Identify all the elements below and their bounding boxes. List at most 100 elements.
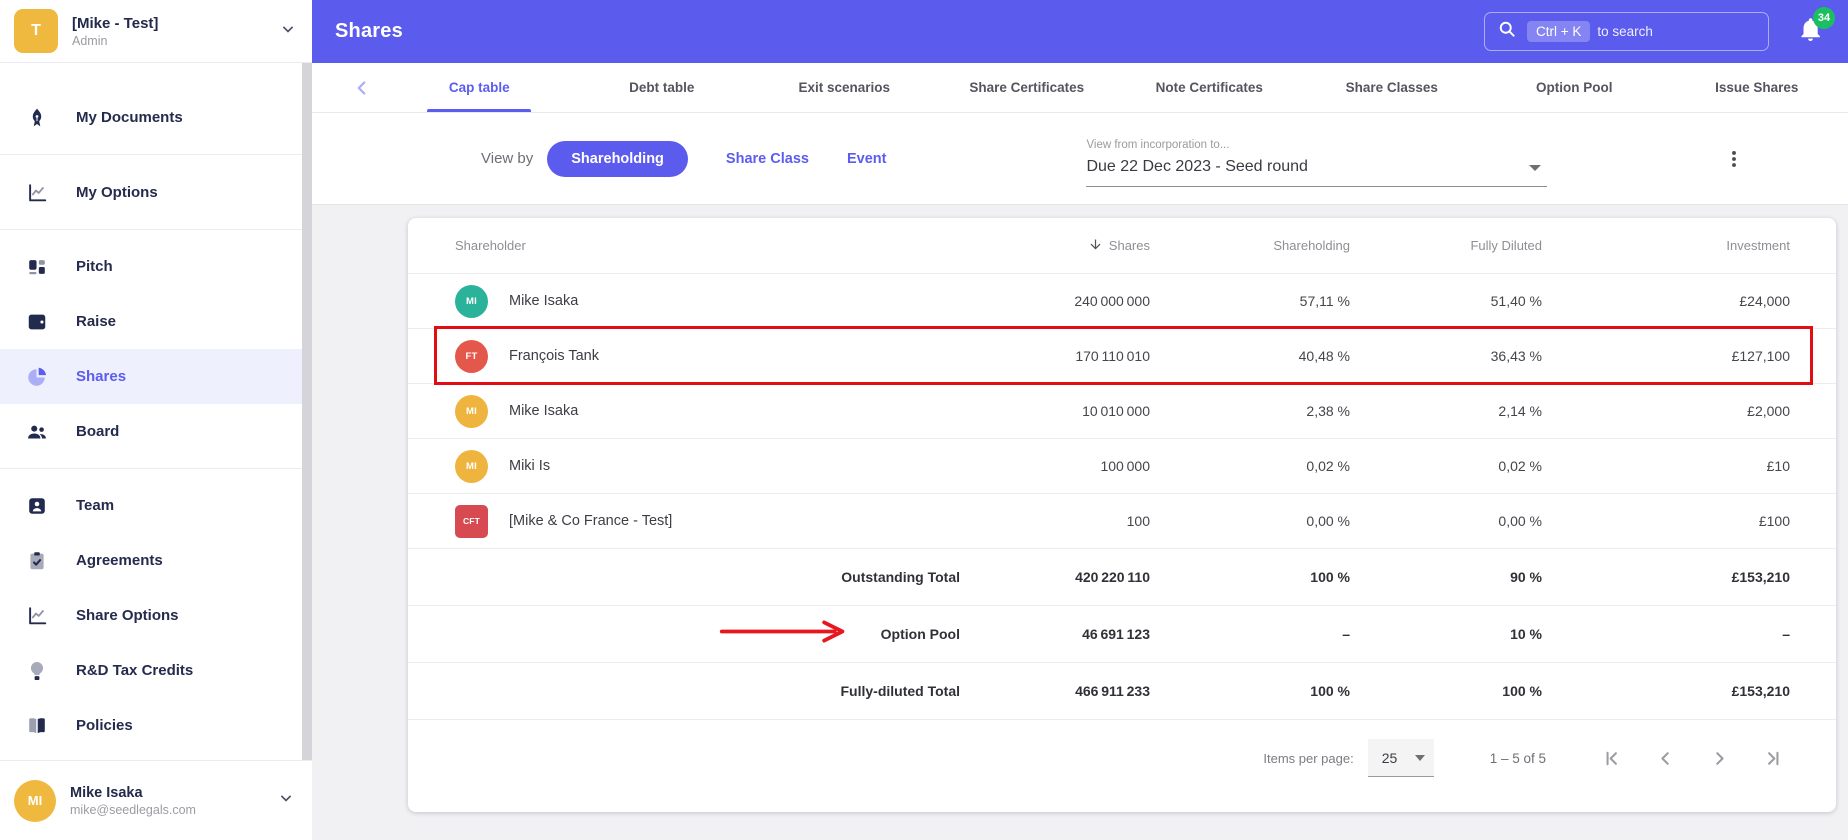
book-icon	[26, 715, 48, 737]
sidebar-group: My Documents	[0, 63, 312, 155]
view-by-share-class-option[interactable]: Share Class	[725, 150, 809, 167]
search-input[interactable]: Ctrl + K to search	[1484, 12, 1769, 51]
table-row[interactable]: MI Mike Isaka 10 010 000 2,38 % 2,14 % £…	[408, 384, 1836, 439]
filter-bar: View by Shareholding Share Class Event V…	[312, 113, 1848, 205]
view-range-select[interactable]: View from incorporation to... Due 22 Dec…	[1086, 139, 1548, 187]
previous-page-button[interactable]	[1648, 741, 1682, 775]
fully-diluted-value: 51,40 %	[1490, 293, 1542, 309]
tabs: Cap table Debt table Exit scenarios Shar…	[388, 63, 1848, 112]
column-header-shares[interactable]: Shares	[960, 237, 1150, 255]
fully-diluted-value: 100 %	[1502, 683, 1542, 699]
line-chart-icon	[26, 605, 48, 627]
investment-value: £24,000	[1739, 293, 1790, 309]
notification-count-badge: 34	[1813, 6, 1835, 29]
shareholder-name: Mike Isaka	[509, 403, 579, 419]
next-page-button[interactable]	[1702, 741, 1736, 775]
pitch-icon	[26, 256, 48, 278]
column-header-shareholder[interactable]: Shareholder	[455, 238, 526, 253]
items-per-page-label: Items per page:	[1263, 750, 1354, 766]
more-options-button[interactable]	[1720, 141, 1748, 177]
org-avatar: T	[14, 9, 58, 53]
sidebar-group: My Options	[0, 155, 312, 230]
fully-diluted-value: 90 %	[1510, 569, 1542, 585]
tab-exit-scenarios[interactable]: Exit scenarios	[798, 80, 891, 95]
tab-debt-table[interactable]: Debt table	[629, 80, 695, 95]
sidebar-item-my-options[interactable]: My Options	[0, 165, 312, 220]
table-total-row: Fully-diluted Total 466 911 233 100 % 10…	[408, 663, 1836, 720]
total-label: Option Pool	[880, 626, 960, 642]
column-header-investment[interactable]: Investment	[1726, 238, 1790, 253]
column-header-fully-diluted[interactable]: Fully Diluted	[1470, 238, 1542, 253]
sidebar-item-shares[interactable]: Shares	[0, 349, 312, 404]
last-page-button[interactable]	[1756, 741, 1790, 775]
view-by-shareholding-pill[interactable]: Shareholding	[547, 140, 688, 177]
sidebar-scrollbar[interactable]	[302, 63, 312, 760]
first-page-button[interactable]	[1594, 741, 1628, 775]
pen-nib-icon	[26, 107, 48, 129]
tab-bar: Cap table Debt table Exit scenarios Shar…	[312, 63, 1848, 113]
tab-issue-shares[interactable]: Issue Shares	[1715, 80, 1799, 95]
sidebar-item-pitch[interactable]: Pitch	[0, 239, 312, 294]
shareholder-avatar: MI	[455, 449, 488, 483]
shareholder-avatar: CFT	[455, 504, 488, 538]
user-account[interactable]: MI Mike Isaka mike@seedlegals.com	[0, 760, 312, 840]
lightbulb-icon	[26, 660, 48, 682]
investment-value: £100	[1758, 513, 1790, 529]
tab-share-certificates[interactable]: Share Certificates	[969, 80, 1085, 95]
tabs-scroll-left-button[interactable]	[336, 63, 388, 112]
tab-note-certificates[interactable]: Note Certificates	[1155, 80, 1263, 95]
chevron-down-icon	[276, 788, 296, 813]
sidebar-item-agreements[interactable]: Agreements	[0, 533, 312, 588]
org-selector[interactable]: T [Mike - Test] Admin	[0, 0, 312, 63]
column-header-shareholding[interactable]: Shareholding	[1273, 238, 1350, 253]
sidebar-item-board[interactable]: Board	[0, 404, 312, 459]
clipboard-check-icon	[26, 550, 48, 572]
shareholder-name: [Mike & Co France - Test]	[509, 513, 673, 529]
table-row[interactable]: FT François Tank 170 110 010 40,48 % 36,…	[408, 326, 1836, 385]
search-placeholder: to search	[1597, 24, 1653, 39]
select-arrow-icon	[1414, 754, 1425, 761]
fully-diluted-value: 0,00 %	[1498, 513, 1542, 529]
shareholder-name: François Tank	[509, 348, 599, 364]
select-arrow-icon	[1529, 164, 1542, 171]
shares-value: 100 000	[1100, 458, 1150, 474]
tab-cap-table[interactable]: Cap table	[388, 63, 571, 112]
shareholding-value: 2,38 %	[1306, 403, 1350, 419]
sidebar-item-raise[interactable]: Raise	[0, 294, 312, 349]
user-avatar: MI	[14, 779, 56, 822]
items-per-page-select[interactable]: 25	[1367, 739, 1434, 777]
org-role: Admin	[72, 33, 108, 48]
bell-icon	[1797, 17, 1824, 47]
shareholding-value: 100 %	[1310, 683, 1350, 699]
people-icon	[26, 421, 48, 443]
view-by-event-option[interactable]: Event	[846, 150, 887, 167]
shares-value: 240 000 000	[1074, 293, 1150, 309]
table-row[interactable]: MI Mike Isaka 240 000 000 57,11 % 51,40 …	[408, 274, 1836, 329]
shareholder-name: Miki Is	[509, 458, 551, 474]
shareholder-avatar: MI	[455, 394, 488, 428]
fully-diluted-value: 2,14 %	[1498, 403, 1542, 419]
content-area: Shareholder Shares Shareholding Fully Di…	[312, 205, 1848, 840]
investment-value: –	[1782, 626, 1790, 642]
sidebar-item-my-documents[interactable]: My Documents	[0, 90, 312, 145]
sidebar-item-policies[interactable]: Policies	[0, 698, 312, 753]
shareholder-avatar: MI	[455, 284, 488, 318]
investment-value: £10	[1766, 458, 1790, 474]
shareholding-value: –	[1342, 626, 1350, 642]
tab-share-classes[interactable]: Share Classes	[1345, 80, 1438, 95]
page-range-label: 1 – 5 of 5	[1489, 750, 1546, 766]
sidebar-item-r-d-tax-credits[interactable]: R&D Tax Credits	[0, 643, 312, 698]
tab-option-pool[interactable]: Option Pool	[1536, 80, 1613, 95]
badge-icon	[26, 495, 48, 517]
shares-value: 420 220 110	[1075, 569, 1150, 585]
table-row[interactable]: MI Miki Is 100 000 0,02 % 0,02 % £10	[408, 439, 1836, 494]
shareholder-avatar: FT	[455, 339, 488, 373]
shares-value: 170 110 010	[1075, 348, 1150, 364]
notifications-button[interactable]: 34	[1797, 6, 1835, 48]
sidebar-item-team[interactable]: Team	[0, 478, 312, 533]
shareholding-value: 100 %	[1310, 569, 1350, 585]
shares-value: 100	[1126, 513, 1150, 529]
shareholding-value: 40,48 %	[1298, 348, 1350, 364]
table-row[interactable]: CFT [Mike & Co France - Test] 100 0,00 %…	[408, 494, 1836, 549]
sidebar-item-share-options[interactable]: Share Options	[0, 588, 312, 643]
